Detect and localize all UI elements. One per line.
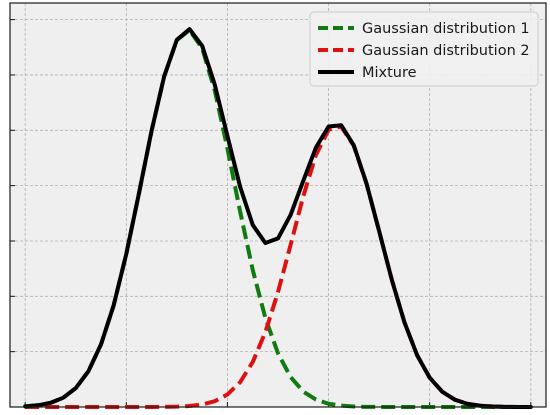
legend: Gaussian distribution 1 Gaussian distribu… [309,11,539,87]
series-line-3 [23,27,533,409]
legend-label-1: Gaussian distribution 1 [362,21,530,37]
plot-frame [9,2,547,408]
legend-label-2: Gaussian distribution 2 [362,43,530,59]
legend-box [309,11,539,87]
legend-label-3: Mixture [362,65,417,81]
